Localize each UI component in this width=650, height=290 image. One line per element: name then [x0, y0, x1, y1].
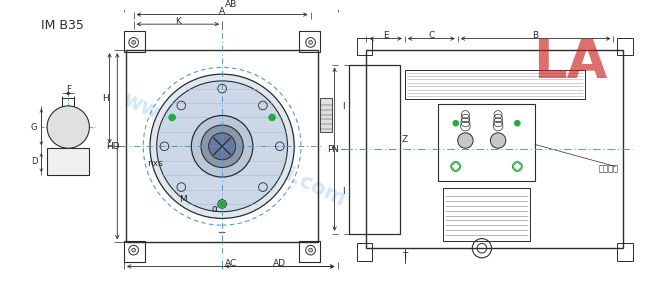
- Text: M: M: [179, 195, 187, 204]
- Text: E: E: [383, 31, 389, 40]
- Text: H: H: [102, 94, 109, 103]
- Text: LA: LA: [533, 37, 608, 89]
- Text: A: A: [219, 7, 225, 16]
- Circle shape: [191, 115, 253, 177]
- Circle shape: [453, 120, 459, 126]
- Text: 护套接头: 护套接头: [598, 164, 618, 173]
- Text: K: K: [175, 17, 181, 26]
- Text: T: T: [402, 252, 408, 261]
- Text: AB: AB: [225, 0, 237, 10]
- Text: P: P: [327, 145, 333, 154]
- Bar: [443, 188, 530, 240]
- Text: I: I: [343, 187, 345, 196]
- Bar: [47, 148, 90, 175]
- Circle shape: [490, 133, 506, 148]
- Text: D: D: [31, 157, 38, 166]
- Text: AD: AD: [273, 259, 286, 268]
- Bar: [124, 240, 145, 262]
- Text: C: C: [428, 31, 434, 40]
- Text: B: B: [532, 31, 539, 40]
- Text: I: I: [343, 102, 345, 111]
- Circle shape: [157, 81, 287, 212]
- Text: F: F: [66, 85, 71, 94]
- Circle shape: [309, 248, 313, 252]
- Text: G: G: [31, 123, 38, 132]
- Text: www.liuandianji.com: www.liuandianji.com: [119, 89, 348, 210]
- Circle shape: [169, 114, 176, 121]
- Text: HD: HD: [106, 142, 120, 151]
- Bar: [124, 31, 145, 52]
- Circle shape: [201, 125, 243, 167]
- Bar: [618, 38, 632, 55]
- Bar: [62, 98, 74, 108]
- Bar: [320, 98, 332, 132]
- Text: α: α: [211, 204, 218, 214]
- Circle shape: [47, 106, 90, 148]
- Circle shape: [514, 120, 520, 126]
- Bar: [367, 50, 623, 248]
- Bar: [126, 50, 318, 242]
- Text: IM B35: IM B35: [42, 19, 84, 32]
- Bar: [405, 70, 584, 99]
- Bar: [299, 31, 320, 52]
- Bar: [299, 240, 320, 262]
- Text: Z: Z: [402, 135, 408, 144]
- Bar: [349, 65, 400, 234]
- Circle shape: [309, 41, 313, 44]
- Bar: [357, 243, 372, 261]
- Bar: [618, 243, 632, 261]
- Circle shape: [209, 133, 235, 160]
- Circle shape: [132, 41, 136, 44]
- Bar: [439, 104, 535, 181]
- Text: nxs: nxs: [147, 159, 162, 168]
- Circle shape: [458, 133, 473, 148]
- Bar: [357, 38, 372, 55]
- Circle shape: [268, 114, 276, 121]
- Circle shape: [219, 201, 226, 207]
- Text: AC: AC: [225, 259, 237, 268]
- Circle shape: [150, 74, 294, 218]
- Circle shape: [132, 248, 136, 252]
- Text: N: N: [331, 145, 337, 154]
